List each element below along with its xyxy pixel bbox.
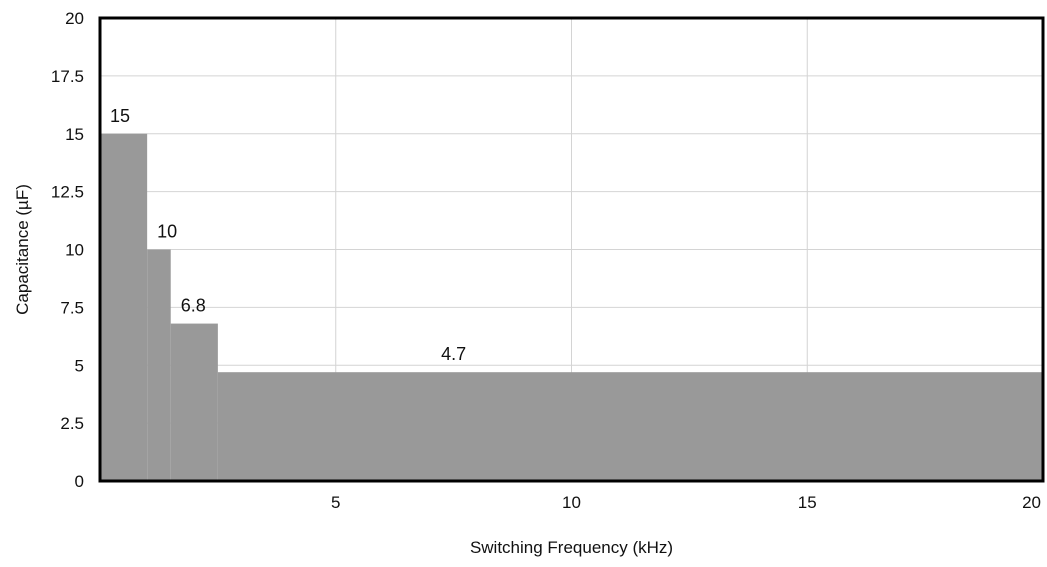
y-tick-label: 17.5 <box>51 67 84 86</box>
x-axis-ticks: 5 10 15 20 <box>331 493 1041 512</box>
y-tick-label: 7.5 <box>60 298 84 317</box>
y-tick-label: 2.5 <box>60 414 84 433</box>
y-tick-label: 12.5 <box>51 183 84 202</box>
y-tick-label: 20 <box>65 9 84 28</box>
step-value-label: 10 <box>157 222 177 242</box>
x-tick-label: 20 <box>1022 493 1041 512</box>
step-bar <box>147 249 171 481</box>
step-value-label: 4.7 <box>441 344 466 364</box>
y-axis-ticks: 0 2.5 5 7.5 10 12.5 15 17.5 20 <box>51 9 84 491</box>
x-tick-label: 5 <box>331 493 340 512</box>
capacitance-area <box>100 133 1043 481</box>
step-value-labels: 15 10 6.8 4.7 <box>110 106 466 364</box>
step-bar <box>100 133 148 481</box>
y-axis-title: Capacitance (µF) <box>13 184 32 315</box>
y-tick-label: 0 <box>75 472 84 491</box>
step-bar <box>170 323 218 481</box>
x-tick-label: 15 <box>798 493 817 512</box>
y-tick-label: 5 <box>75 356 84 375</box>
x-tick-label: 10 <box>562 493 581 512</box>
x-axis-title: Switching Frequency (kHz) <box>470 538 673 557</box>
step-value-label: 6.8 <box>181 296 206 316</box>
plot-frame <box>98 16 1045 483</box>
step-value-label: 15 <box>110 106 130 126</box>
y-tick-label: 10 <box>65 241 84 260</box>
step-bar <box>217 372 1043 481</box>
y-tick-label: 15 <box>65 125 84 144</box>
